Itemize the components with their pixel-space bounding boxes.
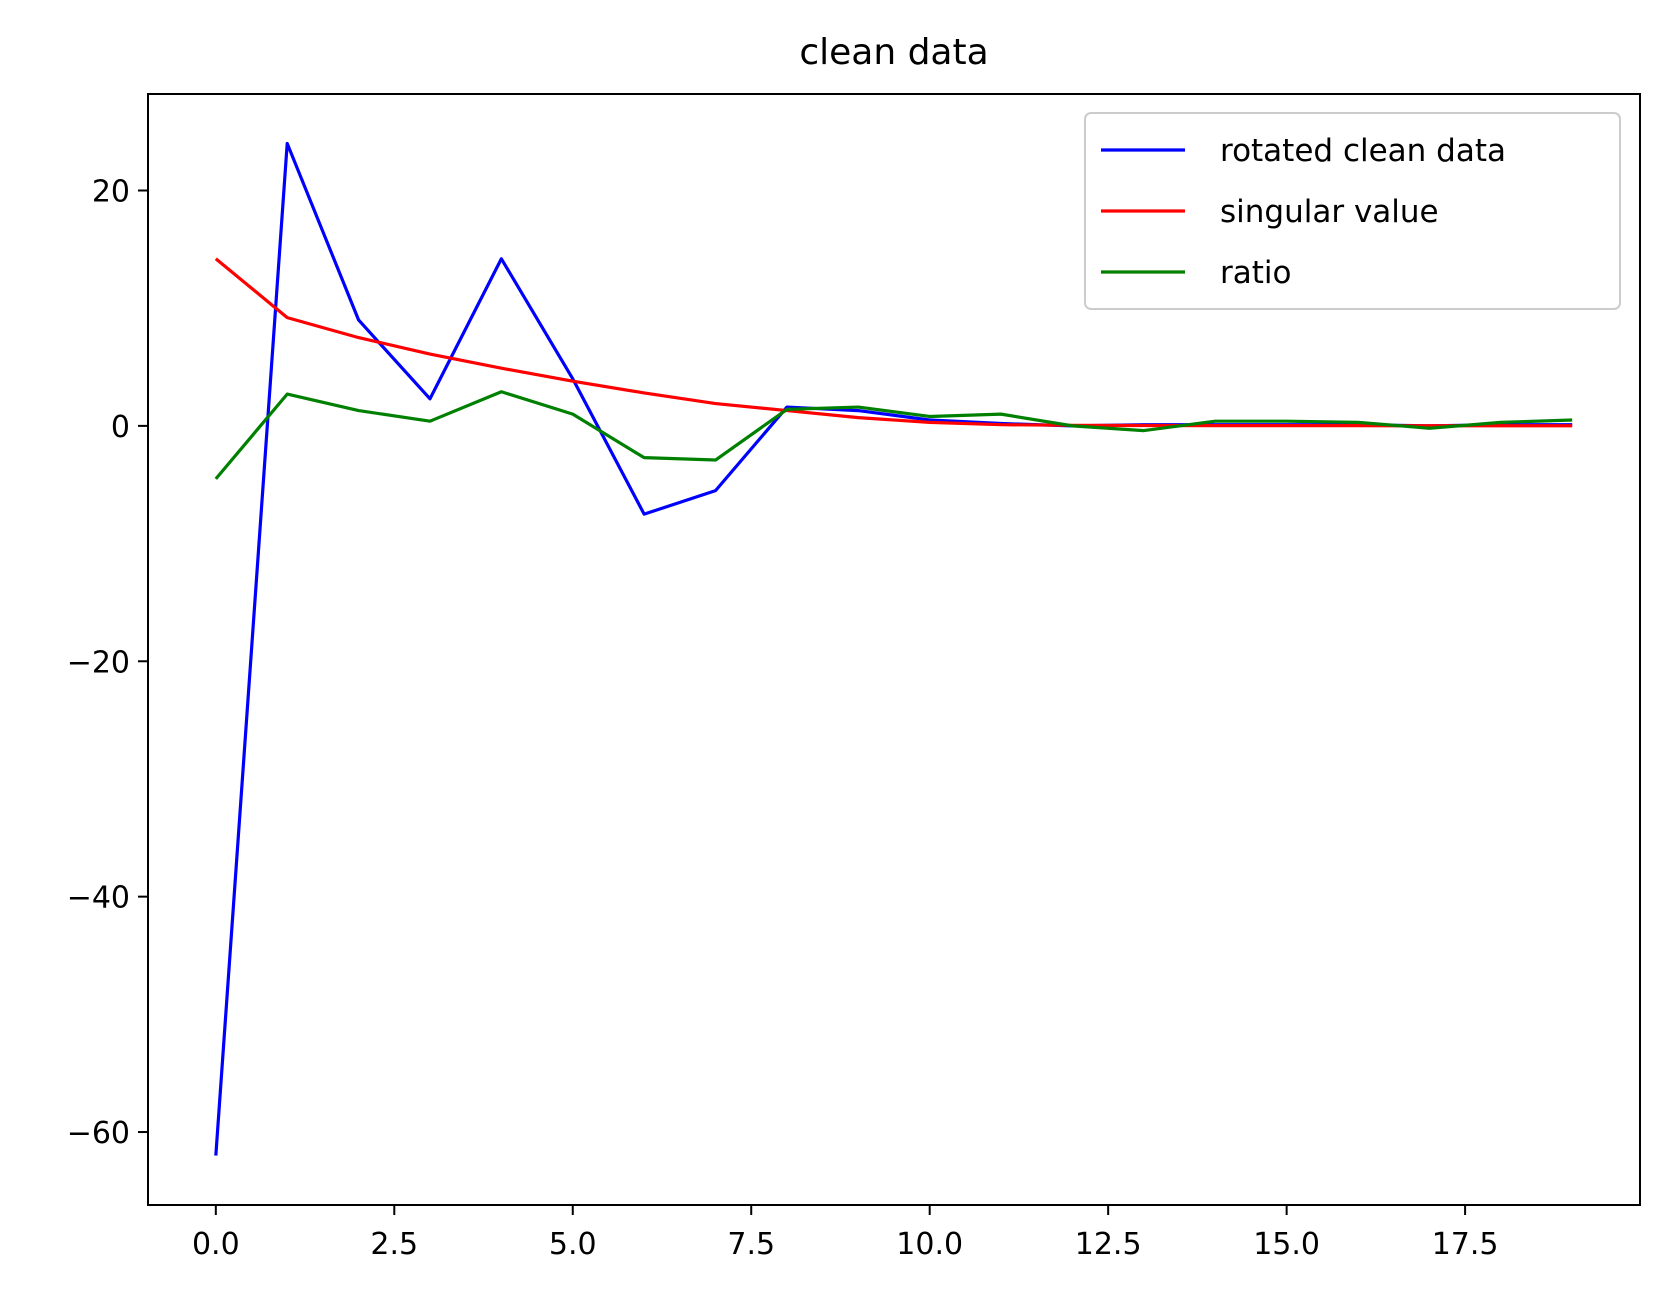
x-tick-label: 5.0 bbox=[549, 1227, 597, 1262]
series-line-ratio bbox=[214, 390, 1573, 480]
x-tick-label: 17.5 bbox=[1432, 1227, 1499, 1262]
y-tick-label: −20 bbox=[67, 645, 130, 680]
y-tick-label: −60 bbox=[67, 1116, 130, 1151]
series-layer bbox=[214, 141, 1573, 1156]
legend-label: ratio bbox=[1220, 255, 1291, 291]
series-line-singular-value bbox=[214, 257, 1573, 428]
legend-box bbox=[1084, 112, 1621, 310]
x-tick-label: 7.5 bbox=[727, 1227, 775, 1262]
y-tick-label: 0 bbox=[111, 410, 130, 445]
x-tick-label: 2.5 bbox=[370, 1227, 418, 1262]
x-tick-label: 0.0 bbox=[192, 1227, 240, 1262]
plot-area-frame bbox=[147, 93, 1641, 1206]
legend-label: rotated clean data bbox=[1220, 133, 1506, 169]
x-tick-label: 10.0 bbox=[896, 1227, 963, 1262]
chart-title: clean data bbox=[799, 32, 988, 73]
x-tick-label: 12.5 bbox=[1075, 1227, 1142, 1262]
x-tick-label: 15.0 bbox=[1253, 1227, 1320, 1262]
y-tick-label: −40 bbox=[67, 881, 130, 916]
legend: rotated clean data singular value ratio bbox=[1084, 112, 1621, 310]
x-axis: 0.0 2.5 5.0 7.5 10.0 12.5 15.0 17.5 bbox=[192, 1205, 1499, 1262]
legend-label: singular value bbox=[1220, 194, 1439, 230]
y-tick-label: 20 bbox=[92, 175, 130, 210]
y-axis: −60 −40 −20 0 20 bbox=[67, 175, 148, 1151]
